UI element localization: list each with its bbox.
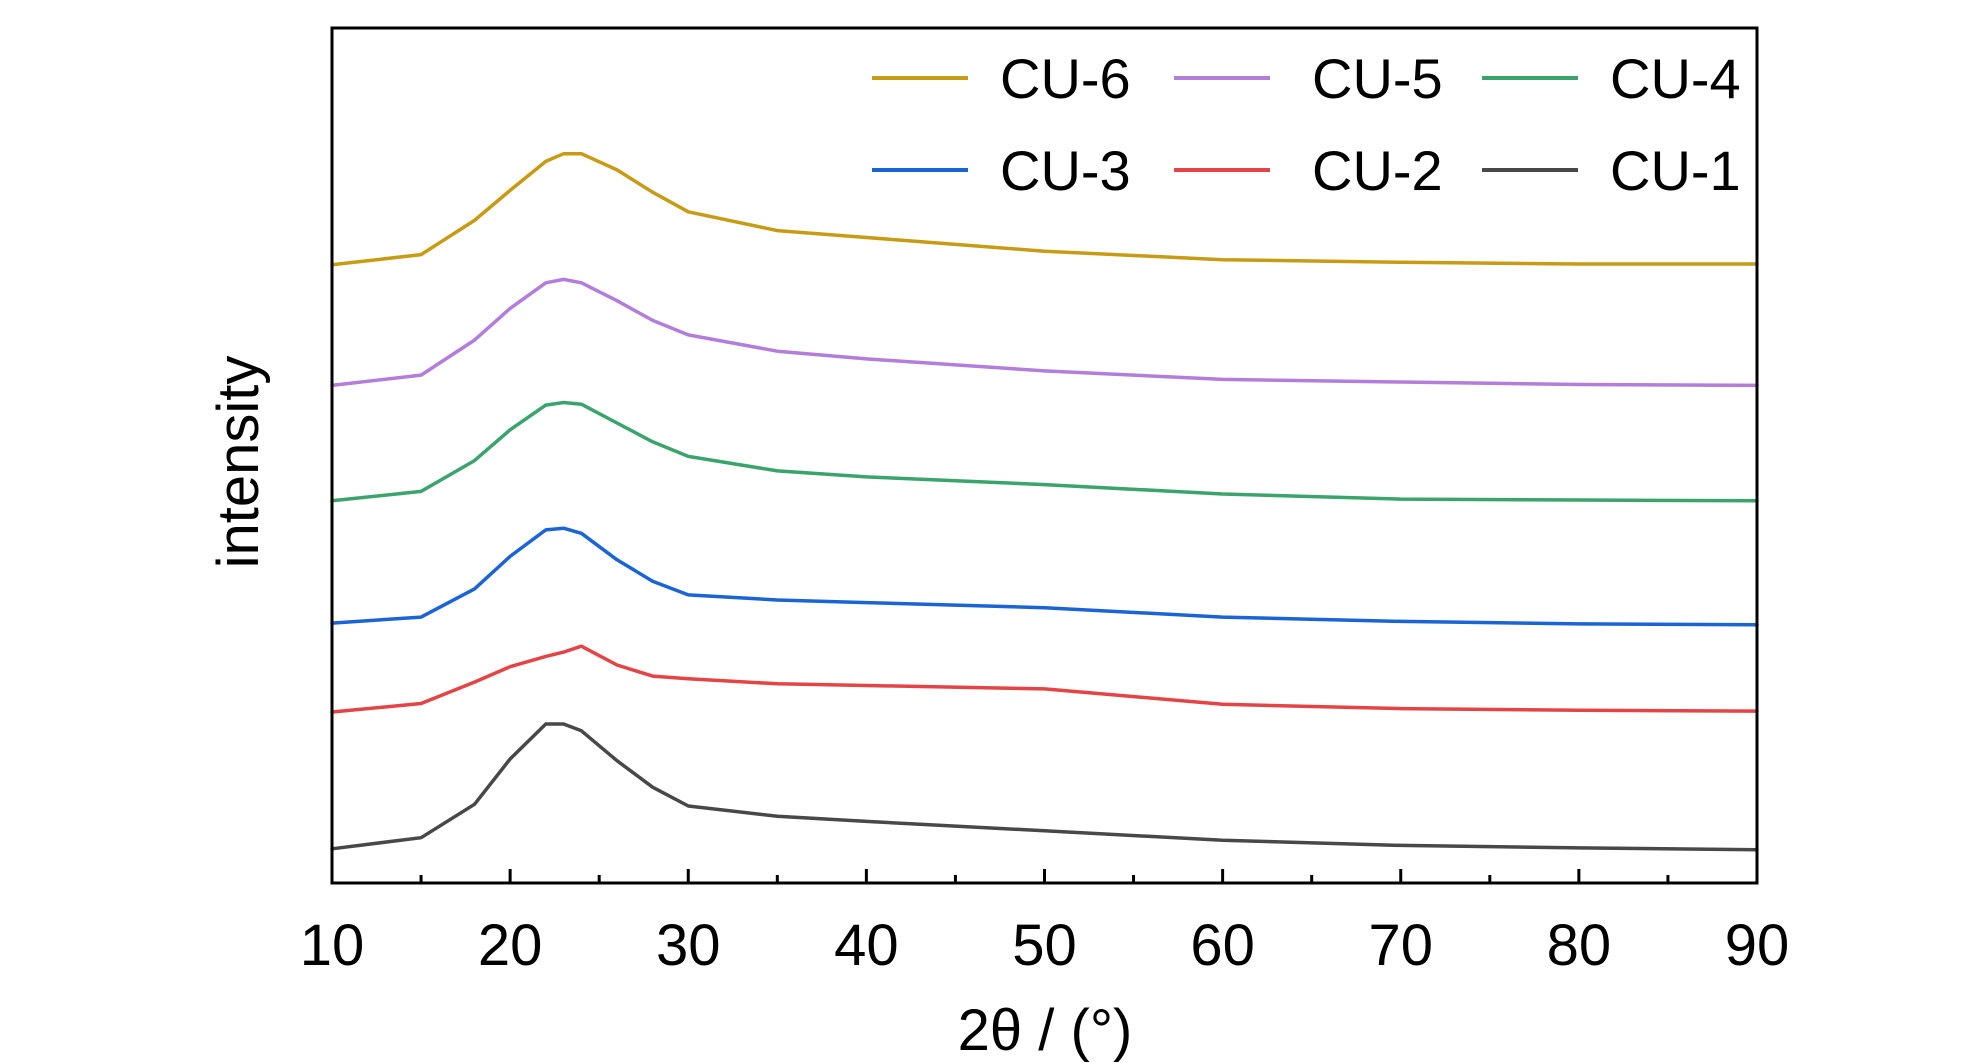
legend: CU-6 CU-5 CU-4 CU-3 CU-2 CU-1 (872, 47, 1741, 202)
x-tick-label-70: 70 (1368, 913, 1433, 978)
legend-label-cu-2: CU-2 (1312, 139, 1443, 202)
legend-label-cu-5: CU-5 (1312, 47, 1443, 110)
series-line-cu-5 (330, 277, 1759, 388)
series-line-cu-3 (330, 526, 1759, 627)
series-line-cu-2 (330, 644, 1759, 714)
x-tick-label-60: 60 (1190, 913, 1255, 978)
legend-label-cu-1: CU-1 (1610, 139, 1741, 202)
legend-label-cu-6: CU-6 (1000, 47, 1131, 110)
x-tick-label-40: 40 (834, 913, 899, 978)
series-layer (330, 151, 1759, 852)
x-tick-label-10: 10 (300, 913, 365, 978)
series-line-cu-4 (330, 400, 1759, 503)
x-axis-ticks (330, 869, 1759, 883)
x-tick-label-90: 90 (1725, 913, 1790, 978)
legend-label-cu-4: CU-4 (1610, 47, 1741, 110)
x-tick-label-20: 20 (478, 913, 543, 978)
series-line-cu-1 (330, 722, 1759, 852)
legend-label-cu-3: CU-3 (1000, 139, 1131, 202)
x-axis-title: 2θ / (°) (958, 998, 1133, 1063)
y-axis-title: intensity (206, 356, 271, 569)
x-axis-tick-labels: 10 20 30 40 50 60 70 80 90 (300, 913, 1790, 978)
x-tick-label-30: 30 (656, 913, 721, 978)
x-tick-label-80: 80 (1547, 913, 1612, 978)
series-line-cu-6 (330, 151, 1759, 267)
x-tick-label-50: 50 (1012, 913, 1077, 978)
